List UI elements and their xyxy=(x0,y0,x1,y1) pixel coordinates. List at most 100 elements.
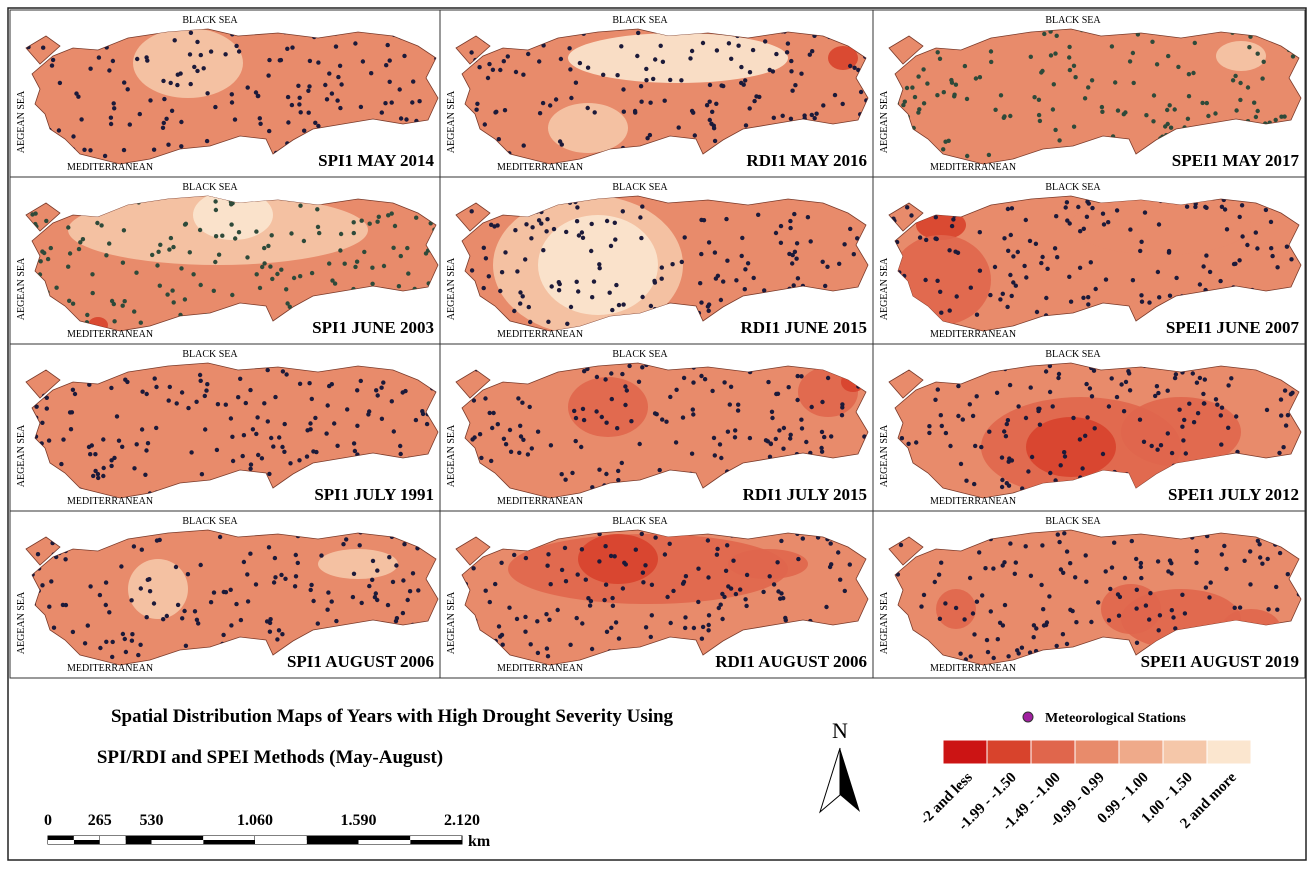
station xyxy=(939,560,944,565)
station xyxy=(953,249,958,254)
station xyxy=(1047,363,1053,369)
station xyxy=(1138,248,1143,254)
station xyxy=(924,237,929,243)
sea-label-south: MEDITERRANEAN xyxy=(67,329,153,340)
station xyxy=(717,442,723,447)
station xyxy=(592,110,597,115)
station xyxy=(229,222,234,227)
station xyxy=(293,574,299,579)
station xyxy=(1285,413,1291,418)
station xyxy=(709,121,714,127)
station xyxy=(194,399,199,404)
map-panel: BLACK SEA AEGEAN SEA MEDITERRANEAN SPI1 JUL… xyxy=(9,343,441,512)
station xyxy=(423,251,429,256)
station xyxy=(615,426,620,431)
station xyxy=(619,460,624,466)
station xyxy=(1103,569,1108,574)
station xyxy=(129,638,135,643)
station xyxy=(397,87,402,92)
station xyxy=(732,435,738,440)
station xyxy=(502,108,508,113)
station xyxy=(1264,407,1270,413)
station xyxy=(1219,405,1225,410)
station xyxy=(683,574,689,579)
station xyxy=(205,382,210,387)
station xyxy=(988,292,993,298)
station xyxy=(1039,260,1044,266)
station xyxy=(575,205,580,210)
station xyxy=(304,454,310,459)
station xyxy=(808,239,813,244)
station xyxy=(620,371,625,377)
station xyxy=(964,478,969,483)
station xyxy=(698,281,703,286)
station xyxy=(1088,260,1093,265)
station xyxy=(719,83,724,88)
station xyxy=(779,538,784,544)
station xyxy=(35,552,41,557)
station xyxy=(766,379,771,385)
station xyxy=(1089,78,1095,83)
station xyxy=(711,126,717,131)
station xyxy=(401,578,406,583)
station xyxy=(1230,78,1236,83)
station xyxy=(417,99,422,104)
station xyxy=(668,620,673,626)
station xyxy=(744,603,749,609)
station xyxy=(324,431,329,436)
station xyxy=(198,52,203,58)
station xyxy=(787,251,792,257)
station xyxy=(921,101,927,106)
station xyxy=(587,603,593,608)
station xyxy=(1224,227,1230,232)
station xyxy=(481,245,486,250)
station xyxy=(1173,372,1179,377)
station xyxy=(313,415,318,421)
panel-label: RDI1 MAY 2016 xyxy=(746,151,867,170)
station xyxy=(108,121,114,127)
station xyxy=(932,579,937,585)
station xyxy=(638,84,644,89)
station xyxy=(413,417,419,423)
station xyxy=(1100,211,1106,216)
station xyxy=(588,598,594,604)
station xyxy=(712,453,717,458)
station xyxy=(469,50,474,55)
station xyxy=(67,251,73,256)
turkey-map xyxy=(888,362,1302,499)
station xyxy=(616,636,622,641)
station xyxy=(1123,379,1129,385)
station xyxy=(260,264,265,270)
station xyxy=(629,419,634,424)
station xyxy=(1190,371,1195,376)
station xyxy=(180,616,185,621)
station xyxy=(633,547,638,552)
station xyxy=(1139,293,1144,298)
station xyxy=(97,592,103,598)
station xyxy=(1083,433,1088,438)
station xyxy=(88,66,93,71)
station xyxy=(69,410,75,415)
station xyxy=(1050,404,1055,409)
station xyxy=(288,461,293,466)
station xyxy=(191,272,196,277)
station xyxy=(285,46,290,51)
station xyxy=(1029,454,1035,460)
station xyxy=(131,544,137,549)
station xyxy=(668,394,673,400)
drought-zone xyxy=(578,534,658,584)
station xyxy=(230,458,236,464)
station xyxy=(1070,608,1075,614)
scale-segment xyxy=(125,840,152,844)
station xyxy=(589,221,594,227)
station xyxy=(962,63,968,69)
station xyxy=(705,538,711,543)
station xyxy=(168,235,174,241)
station xyxy=(1255,108,1260,114)
station xyxy=(471,566,476,571)
station xyxy=(1281,445,1286,450)
station xyxy=(789,69,794,74)
station xyxy=(187,250,192,255)
station xyxy=(507,605,512,610)
station xyxy=(998,297,1003,302)
